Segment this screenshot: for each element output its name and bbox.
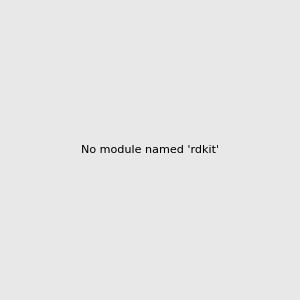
Text: No module named 'rdkit': No module named 'rdkit' [81,145,219,155]
